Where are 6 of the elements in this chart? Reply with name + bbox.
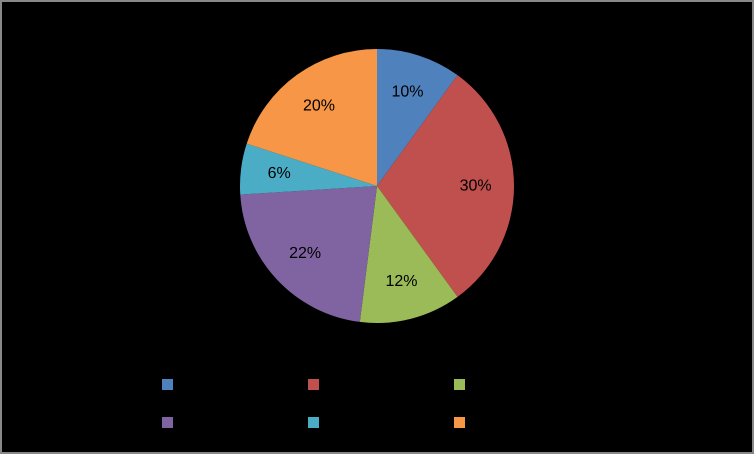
data-label: 20% bbox=[303, 98, 336, 115]
data-label: 30% bbox=[460, 177, 492, 194]
data-label: 12% bbox=[386, 272, 418, 290]
data-label: 22% bbox=[289, 244, 322, 262]
data-label: 6% bbox=[268, 165, 291, 182]
data-label: 10% bbox=[391, 84, 424, 101]
